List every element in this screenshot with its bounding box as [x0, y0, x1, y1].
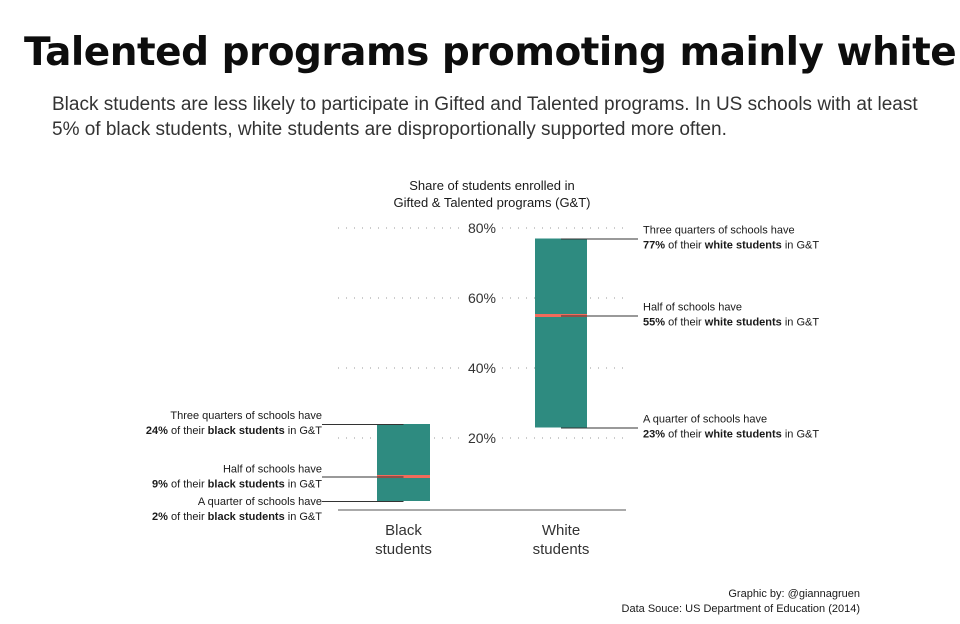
- footer: Graphic by: @giannagruen Data Souce: US …: [622, 587, 860, 617]
- annotation-median-1: Half of schools have 55% of their white s…: [643, 302, 819, 329]
- annotation-q1-0: A quarter of schools have 2% of their bla…: [152, 496, 322, 523]
- y-tick-label: 60%: [468, 290, 496, 306]
- y-axis-title-line-2: Gifted & Talented programs (G&T): [393, 195, 590, 210]
- data-source: Data Souce: US Department of Education (…: [621, 603, 860, 615]
- annotation-q3-1: Three quarters of schools have 77% of the…: [643, 225, 819, 252]
- category-label-0: Black students: [375, 522, 432, 558]
- y-tick-label: 80%: [468, 220, 496, 236]
- y-tick-label: 40%: [468, 360, 496, 376]
- box-1: [535, 238, 587, 428]
- annotation-q1-1: A quarter of schools have 23% of their wh…: [643, 414, 819, 441]
- category-label-1: White students: [533, 522, 590, 558]
- annotation-q3-0: Three quarters of schools have 24% of the…: [146, 410, 322, 437]
- annotation-median-0: Half of schools have 9% of their black st…: [152, 464, 322, 491]
- graphic-credit: Graphic by: @giannagruen: [728, 588, 860, 600]
- y-axis-title-line-1: Share of students enrolled in: [409, 178, 575, 193]
- chart-title: Talented programs promoting mainly white: [24, 30, 957, 75]
- y-tick-label: 20%: [468, 430, 496, 446]
- chart-subtitle: Black students are less likely to partic…: [52, 94, 918, 140]
- box-0: [377, 424, 430, 501]
